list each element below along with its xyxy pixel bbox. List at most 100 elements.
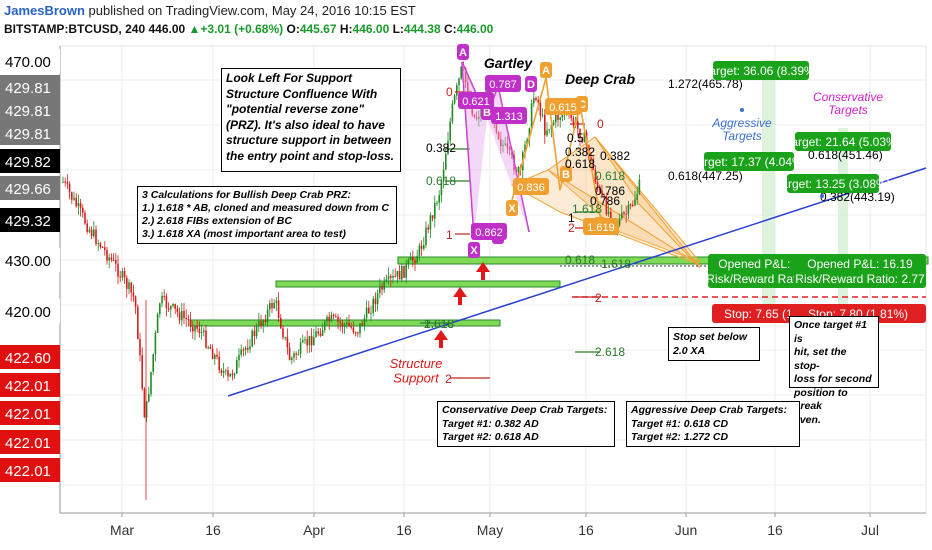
candle-body	[163, 296, 165, 298]
candle-body	[139, 339, 141, 356]
candle-body	[629, 204, 632, 206]
candle-body	[583, 132, 586, 143]
once-target-note[interactable]: Once target #1 is hit, set the stop- los…	[789, 316, 879, 426]
y-tick-label: 429.66	[5, 181, 51, 198]
candle-body	[363, 318, 366, 326]
target-box-1	[795, 132, 891, 151]
candle-body	[533, 97, 535, 104]
y-tick-label: 429.81	[5, 80, 51, 97]
author-link[interactable]: JamesBrown	[4, 3, 85, 18]
candle-body	[189, 320, 192, 327]
candle-body	[236, 360, 238, 374]
candle-body	[295, 353, 297, 355]
candle-body	[348, 322, 350, 327]
candle-body	[552, 122, 555, 125]
crab-point-c: C	[578, 99, 586, 111]
candle-body	[601, 190, 603, 196]
candle-body	[128, 282, 130, 289]
crab-legs	[511, 77, 604, 233]
candle-body	[227, 370, 229, 377]
candle-body	[156, 314, 159, 334]
candle-body	[449, 121, 451, 141]
crab-point-x: X	[508, 203, 516, 215]
look-left-note[interactable]: Look Left For Support Structure Confluen…	[221, 68, 401, 172]
candle-body	[66, 182, 69, 184]
candle-body	[607, 211, 610, 215]
candle-body	[436, 202, 438, 204]
target-box-2	[704, 152, 794, 171]
pnl-box-1	[794, 254, 926, 288]
candle-body	[524, 144, 526, 153]
fib-label: 0.382	[426, 141, 456, 155]
up-arrow-icon: ▲	[188, 22, 201, 36]
candle-body	[429, 215, 432, 230]
candle-body	[434, 203, 436, 219]
candle-body	[548, 129, 550, 131]
candle-body	[438, 195, 440, 203]
candle-body	[352, 327, 355, 333]
candle-body	[205, 330, 207, 348]
gartley-point-b: B	[483, 107, 491, 119]
fib-label: 0.382(443.19)	[820, 190, 895, 204]
candle-body	[62, 181, 64, 183]
candle-body	[181, 311, 183, 321]
candle-body	[546, 130, 548, 136]
target-box-3	[787, 174, 879, 193]
symbol-label[interactable]: BITSTAMP:BTCUSD, 240	[4, 22, 146, 36]
candle-body	[372, 298, 374, 313]
candle-body	[220, 369, 223, 373]
target-box-0	[713, 61, 809, 80]
candle-body	[249, 346, 251, 350]
candle-body	[123, 271, 126, 278]
candle-body	[132, 292, 135, 297]
candle-body	[194, 325, 196, 332]
candle-body	[497, 132, 500, 139]
fib-label: 0.618	[595, 169, 625, 183]
candle-body	[86, 223, 88, 232]
fib-label: 0.382	[565, 145, 595, 159]
pnl-line1: Opened P&L: 16.19	[807, 257, 913, 271]
candle-body	[172, 303, 174, 307]
gartley-ratio: 1.313	[495, 111, 523, 123]
candle-body	[271, 303, 273, 309]
candle-body	[594, 169, 597, 182]
y-label-bg-7	[0, 248, 60, 272]
crab-point-a-bg	[540, 62, 552, 78]
target-label: Target: 36.06 (8.39%)	[703, 64, 818, 78]
deep-crab-title: Deep Crab	[565, 71, 635, 87]
candle-body	[440, 181, 443, 196]
candle-body	[315, 331, 317, 338]
candle-body	[381, 285, 383, 290]
candle-body	[269, 303, 271, 310]
candle-body	[203, 330, 205, 333]
candle-body	[462, 66, 465, 68]
candle-body	[590, 157, 592, 160]
candle-body	[137, 306, 139, 340]
stop-set-note[interactable]: Stop set below 2.0 XA	[668, 327, 760, 361]
high-value: 446.00	[352, 22, 390, 36]
crab-point-x-bg	[506, 200, 518, 216]
candle-body	[110, 257, 113, 260]
candle-body	[387, 276, 390, 280]
candle-body	[240, 349, 242, 355]
candle-body	[262, 320, 264, 327]
axes: Mar 16 Apr 16 May 16 Jun 16 Jul 470.00 429.81 429.8…	[0, 46, 926, 538]
candle-body	[253, 330, 256, 337]
x-tick-label: Apr	[303, 522, 325, 538]
x-tick-label: 16	[767, 522, 783, 538]
calculations-note[interactable]: 3 Calculations for Bullish Deep Crab PRZ…	[137, 186, 397, 244]
candle-body	[251, 330, 253, 347]
candle-body	[636, 193, 638, 200]
candle-body	[451, 103, 454, 122]
fib-label: 0	[597, 117, 604, 131]
conservative-targets-note[interactable]: Conservative Deep Crab Targets: Target #…	[437, 401, 615, 447]
open-value: 445.67	[299, 22, 337, 36]
candle-body	[354, 332, 357, 334]
candle-body	[313, 337, 315, 346]
candle-body	[458, 78, 460, 86]
target-band-1	[838, 128, 848, 320]
candle-body	[559, 117, 561, 120]
aggressive-targets-note[interactable]: Aggressive Deep Crab Targets: Target #1:…	[626, 401, 800, 447]
